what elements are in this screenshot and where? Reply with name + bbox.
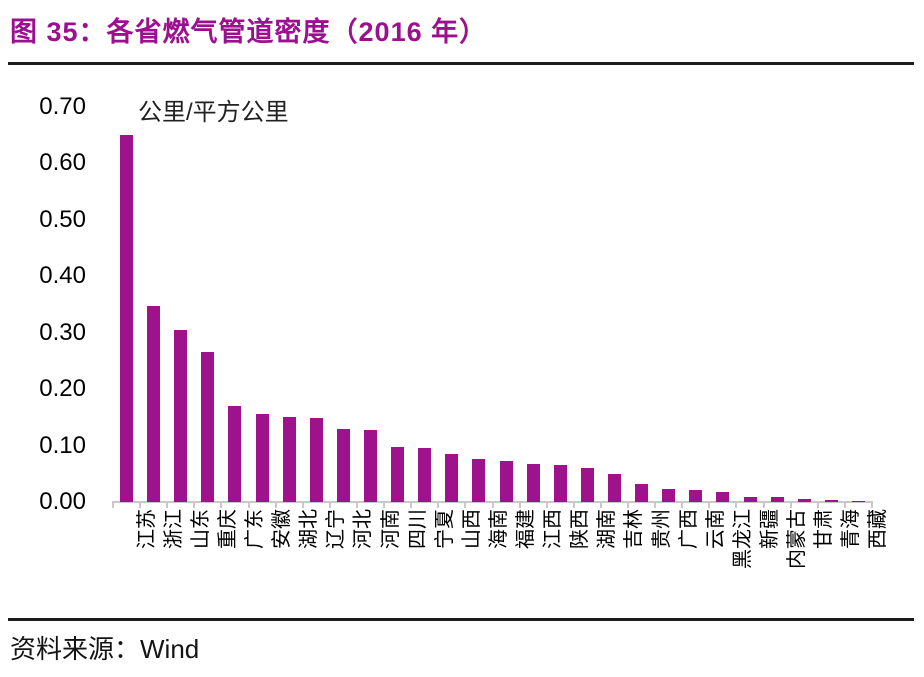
x-axis-tick [627,502,630,508]
bar-山西 [445,454,458,502]
x-axis-tick [518,502,521,508]
x-axis-category-label-text: 西藏 [867,509,889,549]
x-axis-category-label-text: 海南 [488,509,510,549]
x-axis-category-label-text: 福建 [515,509,537,549]
y-axis-tick-label: 0.30 [39,318,86,346]
bar-吉林 [608,474,621,502]
bar-河北 [337,429,350,502]
x-axis-category-label-text: 山东 [190,509,212,549]
x-axis-tick [355,502,358,508]
bar-四川 [391,447,404,502]
x-axis-tick [572,502,575,508]
x-axis-category-label-text: 内蒙古 [786,509,808,569]
x-axis-category-label-text: 贵州 [651,509,673,549]
x-axis-category-label-text: 广东 [244,509,266,549]
axis-unit-label: 公里/平方公里 [138,99,289,126]
bar-陕西 [554,465,567,502]
x-axis-tick [545,502,548,508]
x-axis-tick [654,502,657,508]
x-axis-category-label-text: 江西 [542,509,564,549]
bar-河南 [364,430,377,502]
footer-separator-line [8,618,914,621]
x-axis-category-label-text: 江苏 [136,509,158,549]
x-axis-tick [681,502,684,508]
x-axis-tick [328,502,331,508]
x-axis-tick [464,502,467,508]
x-axis-category-label-text: 陕西 [569,509,591,549]
x-axis-category-label-text: 新疆 [759,509,781,549]
x-axis-tick [301,502,304,508]
x-axis-category-label-text: 山西 [461,509,483,549]
x-axis-category-label-text: 四川 [407,509,429,549]
data-source-label: 资料来源：Wind [10,634,200,664]
x-axis-category-label-text: 湖南 [596,509,618,549]
bar-贵州 [635,484,648,502]
figure-title: 图 35：各省燃气管道密度（2016 年） [10,17,488,47]
bar-海南 [472,459,485,502]
bar-湖北 [283,417,296,502]
x-axis-category-label-text: 吉林 [623,509,645,549]
x-axis-category-label-text: 河北 [352,509,374,549]
bar-浙江 [147,306,160,502]
x-axis-tick [789,502,792,508]
bar-黑龙江 [716,492,729,502]
x-axis-category-label-text: 重庆 [217,509,239,549]
x-axis-tick [274,502,277,508]
x-axis-tick [491,502,494,508]
x-axis-category-label-text: 甘肃 [813,509,835,549]
bar-宁夏 [418,448,431,502]
x-axis-category-label-text: 安徽 [271,509,293,549]
bar-甘肃 [798,499,811,502]
x-axis-category-label-text: 黑龙江 [732,509,754,569]
bar-重庆 [201,352,214,502]
y-axis-tick-label: 0.10 [39,431,86,459]
bar-云南 [689,490,702,502]
x-axis-category-label-text: 广西 [678,509,700,549]
bar-西藏 [852,501,865,502]
x-axis-tick [220,502,223,508]
x-axis-tick [599,502,602,508]
bar-江西 [527,464,540,502]
x-axis-tick [871,502,873,508]
x-axis-tick [112,502,114,508]
bar-新疆 [744,497,757,502]
x-axis-tick [437,502,440,508]
bar-江苏 [120,135,133,502]
y-axis-tick-label: 0.70 [39,92,86,120]
x-axis-tick [166,502,169,508]
x-axis-tick [816,502,819,508]
bar-湖南 [581,468,594,502]
x-axis-tick [193,502,196,508]
bar-福建 [500,461,513,502]
x-axis-tick [708,502,711,508]
title-separator-line [8,62,914,65]
x-axis-category-label-text: 浙江 [163,509,185,549]
y-axis-tick-label: 0.40 [39,262,86,289]
x-axis-category-label-text: 青海 [840,509,862,549]
x-axis-tick [139,502,142,508]
y-axis-tick-label: 0.60 [39,149,86,176]
bar-内蒙古 [771,497,784,502]
x-axis-tick [762,502,765,508]
x-axis-tick [735,502,738,508]
x-axis-category-label-text: 河南 [380,509,402,549]
y-axis-tick-label: 0.50 [39,205,86,233]
x-axis-category-label-text: 宁夏 [434,509,456,549]
x-axis-tick [843,502,846,508]
y-axis-tick-label: 0.00 [39,488,86,515]
bar-广西 [662,489,675,502]
bar-辽宁 [310,418,323,502]
x-axis-category-label-text: 湖北 [298,509,320,549]
bar-山东 [174,330,187,502]
bar-青海 [825,500,838,502]
bar-广东 [228,406,241,502]
x-axis-category-label-text: 辽宁 [325,509,347,549]
y-axis-tick-label: 0.20 [39,375,86,402]
x-axis-tick [410,502,413,508]
x-axis-tick [247,502,250,508]
x-axis-tick [383,502,386,508]
x-axis-category-label-text: 云南 [705,509,727,549]
bar-安徽 [256,414,269,502]
